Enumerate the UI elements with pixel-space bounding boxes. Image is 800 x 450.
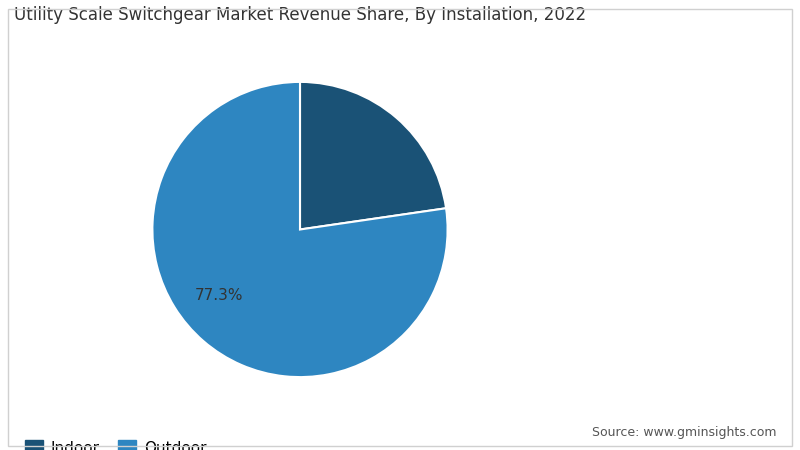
Text: Source: www.gminsights.com: Source: www.gminsights.com: [591, 426, 776, 439]
Legend: Indoor, Outdoor: Indoor, Outdoor: [18, 433, 213, 450]
Text: 77.3%: 77.3%: [194, 288, 243, 303]
Wedge shape: [153, 82, 447, 377]
Wedge shape: [300, 82, 446, 230]
Title: Utility Scale Switchgear Market Revenue Share, By Installation, 2022: Utility Scale Switchgear Market Revenue …: [14, 6, 586, 24]
